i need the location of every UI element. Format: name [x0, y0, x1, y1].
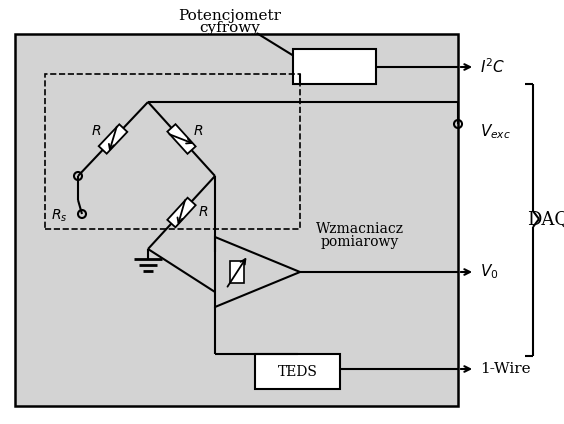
- Bar: [99, 124, 127, 153]
- Polygon shape: [215, 237, 300, 307]
- Bar: [255, 354, 340, 389]
- Text: cyfrowy: cyfrowy: [200, 21, 261, 35]
- Bar: [168, 198, 196, 227]
- Text: DAQ: DAQ: [527, 210, 564, 228]
- Text: $R_s$: $R_s$: [51, 208, 68, 224]
- Text: TEDS: TEDS: [277, 365, 318, 379]
- Text: Potencjometr: Potencjometr: [178, 9, 281, 23]
- Text: Wzmacniacz: Wzmacniacz: [316, 222, 404, 236]
- Bar: [45, 74, 300, 229]
- Text: $V_{exc}$: $V_{exc}$: [480, 123, 511, 141]
- Text: $R$: $R$: [91, 124, 101, 138]
- Text: $I^2C$: $I^2C$: [480, 58, 505, 76]
- Bar: [293, 49, 376, 84]
- Text: 1-Wire: 1-Wire: [480, 362, 531, 376]
- Bar: [15, 34, 458, 406]
- Text: $R$: $R$: [199, 206, 209, 220]
- Bar: [230, 261, 244, 283]
- Text: pomiarowy: pomiarowy: [321, 235, 399, 249]
- Bar: [168, 124, 196, 154]
- Text: $V_0$: $V_0$: [480, 262, 499, 282]
- Text: $R$: $R$: [193, 124, 204, 138]
